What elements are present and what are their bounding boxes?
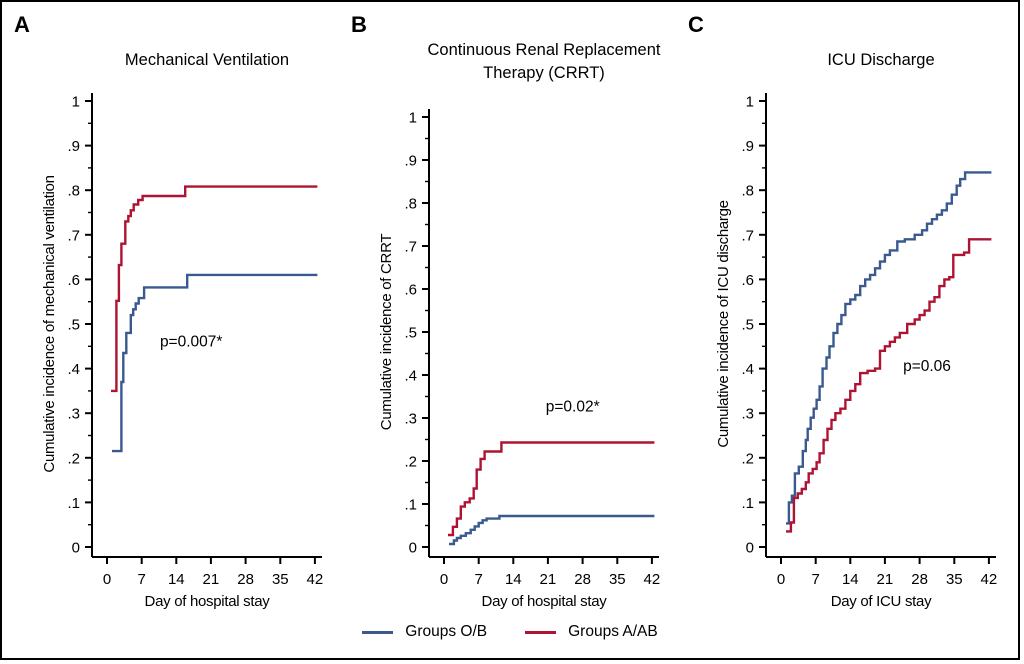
x-tick-label: 7 (138, 571, 146, 588)
p-value-annotation: p=0.02* (546, 399, 600, 416)
y-tick-label: .8 (67, 183, 80, 200)
chart-svg-mechanical-ventilation: Mechanical Ventilation 0 .1 .2 .3 .4 .5 .6 .7 .8.… (41, 51, 324, 610)
x-axis-title: Day of hospital stay (482, 593, 608, 610)
legend: Groups O/B Groups A/AB (2, 617, 1018, 647)
x-tick-label: 14 (842, 571, 859, 588)
y-tick-label: 0 (409, 540, 417, 557)
y-tick-label: 1 (746, 94, 754, 111)
x-tick-label: 21 (877, 571, 894, 588)
y-tick-label: .1 (67, 495, 80, 512)
y-tick-label: .3 (741, 406, 754, 423)
y-tick-label: 1 (409, 110, 417, 127)
chart-title: Continuous Renal Replacement (428, 41, 661, 59)
x-tick-label: 35 (946, 571, 963, 588)
legend-line-groups-aab-icon (525, 630, 557, 634)
chart-title: ICU Discharge (827, 51, 934, 69)
x-tick-label: 7 (475, 571, 483, 588)
legend-item-groups-ob: Groups O/B (362, 623, 487, 641)
series-groups-a-ab (111, 185, 318, 393)
series-groups-o-b (786, 171, 992, 525)
y-tick-label: .8 (741, 183, 754, 200)
x-tick-label: 21 (540, 571, 557, 588)
y-tick-label: .7 (67, 227, 80, 244)
chart-svg-crrt: Continuous Renal Replacement Therapy (CRR… (378, 41, 661, 610)
panel-letter-a: A (14, 12, 30, 37)
x-tick-label: 35 (609, 571, 626, 588)
y-tick-label: .7 (404, 239, 417, 256)
y-tick-label: .8 (404, 196, 417, 213)
series-groups-a-ab (448, 441, 655, 537)
y-tick-label: 0 (746, 540, 754, 557)
y-tick-label: .9 (741, 138, 754, 155)
y-tick-label: .3 (67, 406, 80, 423)
series-groups-a-ab (786, 238, 992, 533)
legend-label-groups-ob: Groups O/B (405, 623, 488, 640)
x-axis-title: Day of hospital stay (145, 593, 271, 610)
y-tick-label: 1 (72, 94, 80, 111)
y-tick-label: .5 (741, 317, 754, 334)
y-tick-label: .6 (741, 272, 754, 289)
y-tick-label: .9 (404, 153, 417, 170)
y-tick-label: .9 (67, 138, 80, 155)
y-tick-label: .2 (741, 450, 754, 467)
chart-svg-icu-discharge: ICU Discharge 0 .1 .2 .3 .4 .5 .6 .7 .8 .9 1 0 7 14 21 2… (715, 51, 998, 610)
y-tick-label: .3 (404, 411, 417, 428)
x-tick-label: 0 (440, 571, 448, 588)
y-tick-label: .6 (404, 282, 417, 299)
y-tick-label: .1 (404, 497, 417, 514)
y-tick-label: .2 (404, 454, 417, 471)
y-tick-label: 0 (72, 540, 80, 557)
y-tick-label: .2 (67, 450, 80, 467)
p-value-annotation: p=0.007* (160, 333, 223, 350)
x-axis-title: Day of ICU stay (831, 593, 932, 610)
chart-panel-a: A Mechanical Ventilation 0 .1 .2 .3 .4 .5 .6 .7.… (4, 4, 340, 617)
legend-item-groups-aab: Groups A/AB (525, 623, 658, 641)
p-value-annotation: p=0.06 (903, 358, 951, 375)
x-tick-label: 28 (237, 571, 254, 588)
legend-line-groups-ob-icon (362, 630, 394, 634)
panel-letter-b: B (351, 12, 367, 37)
x-tick-label: 0 (103, 571, 111, 588)
y-tick-label: .6 (67, 272, 80, 289)
panel-letter-c: C (688, 12, 704, 37)
y-axis-title: Cumulative incidence of CRRT (378, 234, 395, 431)
x-tick-label: 35 (272, 571, 289, 588)
chart-title: Therapy (CRRT) (483, 64, 605, 82)
x-tick-label: 21 (203, 571, 220, 588)
y-tick-label: .5 (67, 317, 80, 334)
x-tick-label: 42 (644, 571, 661, 588)
y-tick-label: .1 (741, 495, 754, 512)
y-axis-title: Cumulative incidence of ICU discharge (715, 200, 732, 447)
y-tick-label: .5 (404, 325, 417, 342)
y-tick-label: .4 (741, 361, 754, 378)
chart-panel-c: C ICU Discharge 0 .1 .2 .3 .4 .5 .6 .7 .8 .9 1 0 7 14 2… (678, 4, 1014, 617)
x-tick-label: 42 (307, 571, 324, 588)
x-tick-label: 28 (574, 571, 591, 588)
series-groups-o-b (449, 514, 655, 546)
x-tick-label: 7 (812, 571, 820, 588)
x-tick-label: 42 (981, 571, 998, 588)
x-tick-label: 14 (505, 571, 522, 588)
legend-label-groups-aab: Groups A/AB (568, 623, 658, 640)
x-tick-label: 0 (777, 571, 785, 588)
y-tick-label: .4 (67, 361, 80, 378)
chart-title: Mechanical Ventilation (125, 51, 289, 69)
charts-row: A Mechanical Ventilation 0 .1 .2 .3 .4 .5 .6 .7.… (2, 2, 1018, 617)
series-groups-o-b (112, 273, 318, 453)
chart-panel-b: B Continuous Renal Replacement Therapy (C… (341, 4, 677, 617)
x-tick-label: 28 (911, 571, 928, 588)
y-tick-label: .7 (741, 227, 754, 244)
x-tick-label: 14 (168, 571, 185, 588)
y-tick-label: .4 (404, 368, 417, 385)
y-axis-title: Cumulative incidence of mechanical venti… (41, 175, 58, 472)
